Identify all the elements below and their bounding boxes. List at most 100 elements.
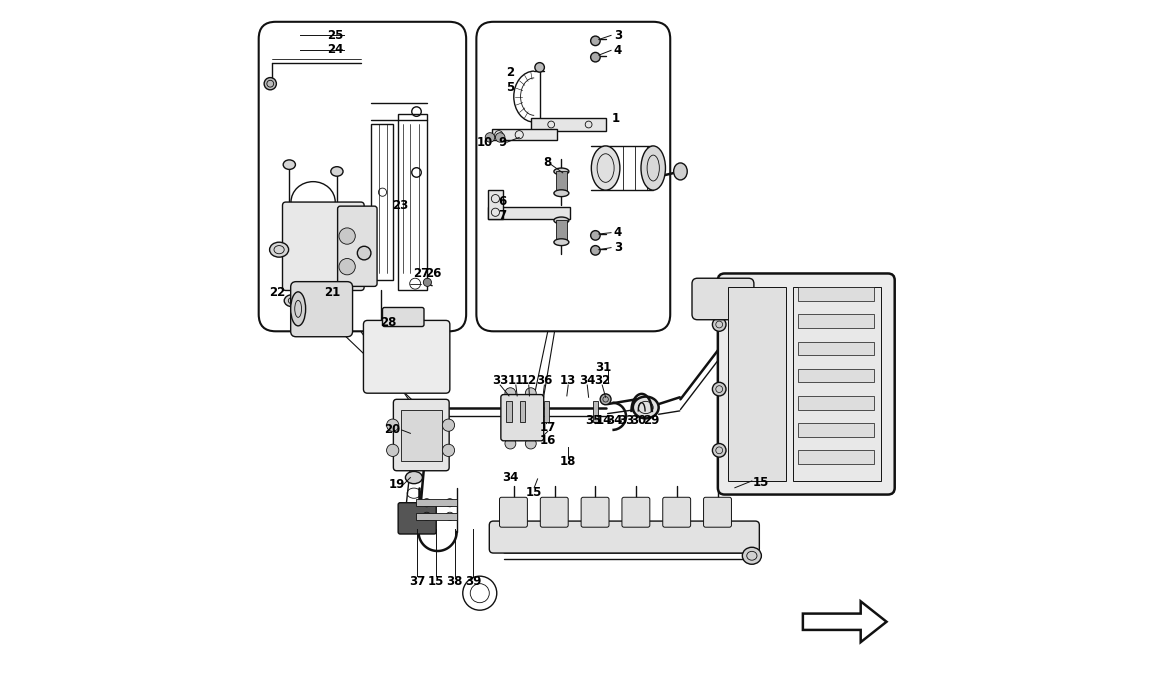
Ellipse shape	[554, 168, 569, 175]
Circle shape	[591, 231, 600, 240]
Bar	[798, 287, 874, 301]
Text: 27: 27	[413, 267, 429, 280]
Bar	[398, 113, 427, 290]
Text: 30: 30	[630, 414, 646, 427]
Bar	[555, 221, 567, 241]
Bar	[384, 322, 412, 342]
Text: 15: 15	[752, 476, 769, 489]
Circle shape	[358, 247, 371, 260]
Bar	[555, 171, 567, 192]
Text: 2: 2	[506, 66, 514, 79]
Text: 26: 26	[426, 267, 442, 280]
Bar	[371, 124, 392, 280]
Circle shape	[386, 419, 399, 431]
Text: 14: 14	[596, 414, 613, 427]
Text: 25: 25	[327, 29, 343, 42]
Text: 9: 9	[498, 136, 506, 149]
Text: 18: 18	[560, 456, 576, 469]
Text: 3: 3	[614, 29, 622, 42]
Ellipse shape	[331, 167, 343, 176]
Circle shape	[339, 258, 355, 275]
FancyBboxPatch shape	[398, 503, 436, 534]
FancyBboxPatch shape	[291, 281, 353, 337]
Text: 29: 29	[643, 414, 659, 427]
Circle shape	[264, 78, 276, 90]
Text: 7: 7	[498, 209, 506, 222]
Circle shape	[443, 444, 454, 456]
Circle shape	[505, 438, 516, 449]
Text: 3: 3	[614, 241, 622, 254]
Bar	[488, 207, 569, 219]
Bar	[798, 396, 874, 410]
Text: 39: 39	[465, 575, 481, 588]
Circle shape	[526, 388, 536, 399]
FancyBboxPatch shape	[622, 497, 650, 527]
Bar	[401, 410, 442, 460]
Text: 11: 11	[507, 374, 524, 387]
Text: 4: 4	[614, 44, 622, 57]
Bar	[488, 191, 503, 219]
Circle shape	[386, 444, 399, 456]
Text: 17: 17	[539, 421, 555, 434]
Text: 20: 20	[384, 423, 401, 436]
Text: 21: 21	[324, 286, 340, 299]
FancyBboxPatch shape	[704, 497, 731, 527]
Circle shape	[712, 382, 726, 396]
Text: 6: 6	[498, 195, 506, 208]
Circle shape	[591, 36, 600, 46]
Text: 36: 36	[536, 374, 553, 387]
FancyBboxPatch shape	[363, 320, 450, 393]
FancyBboxPatch shape	[499, 497, 528, 527]
Ellipse shape	[284, 294, 301, 307]
Circle shape	[339, 228, 355, 245]
Text: 16: 16	[539, 434, 555, 447]
Circle shape	[443, 419, 454, 431]
Text: 4: 4	[614, 226, 622, 239]
Circle shape	[712, 318, 726, 331]
Text: 10: 10	[477, 136, 493, 149]
Bar	[798, 369, 874, 382]
Text: 38: 38	[446, 575, 462, 588]
Text: 19: 19	[389, 478, 405, 491]
Bar	[506, 402, 512, 422]
Circle shape	[600, 394, 611, 405]
Text: 33: 33	[492, 374, 508, 387]
Text: 5: 5	[506, 81, 514, 94]
Text: 34: 34	[606, 414, 622, 427]
FancyBboxPatch shape	[383, 307, 424, 326]
FancyBboxPatch shape	[718, 273, 895, 494]
Circle shape	[505, 388, 516, 399]
Bar	[728, 287, 785, 481]
Bar	[492, 129, 557, 140]
FancyBboxPatch shape	[501, 395, 544, 441]
Text: 23: 23	[392, 199, 408, 212]
FancyBboxPatch shape	[662, 497, 691, 527]
Ellipse shape	[591, 146, 620, 190]
FancyBboxPatch shape	[283, 202, 365, 290]
Ellipse shape	[674, 163, 688, 180]
Circle shape	[485, 133, 494, 142]
Bar	[798, 342, 874, 355]
Text: 15: 15	[526, 486, 543, 499]
Ellipse shape	[554, 190, 569, 197]
Ellipse shape	[554, 239, 569, 246]
FancyBboxPatch shape	[489, 521, 759, 553]
Circle shape	[712, 443, 726, 457]
Ellipse shape	[406, 471, 422, 484]
Ellipse shape	[291, 292, 306, 326]
Bar	[798, 450, 874, 464]
Text: 34: 34	[580, 374, 596, 387]
Text: 15: 15	[428, 575, 444, 588]
FancyBboxPatch shape	[581, 497, 610, 527]
Bar	[416, 499, 457, 506]
Circle shape	[423, 278, 431, 286]
Text: 1: 1	[612, 112, 620, 125]
FancyBboxPatch shape	[338, 206, 377, 286]
FancyBboxPatch shape	[692, 278, 754, 320]
Bar	[520, 402, 526, 422]
Text: 13: 13	[560, 374, 576, 387]
Text: 35: 35	[585, 414, 601, 427]
Ellipse shape	[283, 160, 296, 169]
FancyBboxPatch shape	[393, 400, 450, 471]
Ellipse shape	[632, 397, 659, 419]
